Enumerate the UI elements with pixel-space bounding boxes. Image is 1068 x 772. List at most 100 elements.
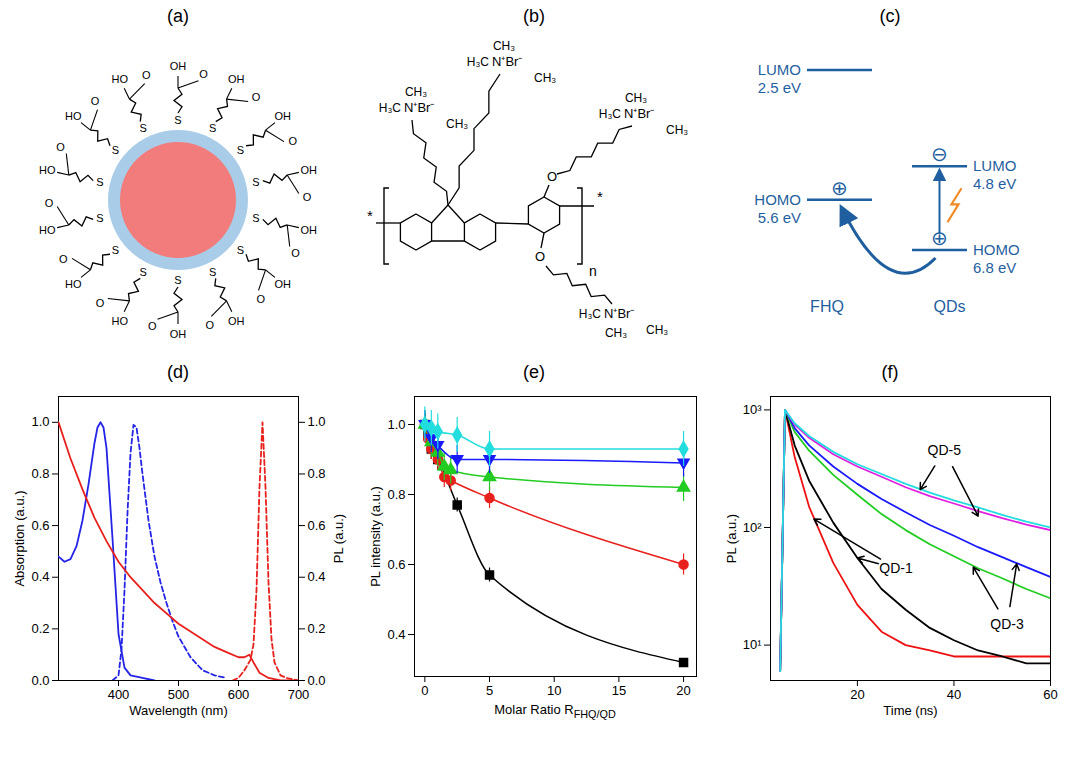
svg-text:(c): (c) <box>880 6 901 26</box>
svg-text:S: S <box>112 144 119 156</box>
svg-text:⊕: ⊕ <box>931 227 948 249</box>
svg-text:0.6: 0.6 <box>31 518 49 533</box>
svg-text:5.6 eV: 5.6 eV <box>758 209 801 226</box>
svg-text:10¹: 10¹ <box>743 637 762 652</box>
svg-text:O: O <box>96 297 105 309</box>
svg-text:0.8: 0.8 <box>308 466 326 481</box>
svg-text:0.8: 0.8 <box>31 466 49 481</box>
svg-text:QD-1: QD-1 <box>879 560 913 576</box>
svg-text:600: 600 <box>228 687 250 702</box>
svg-text:QDs: QDs <box>934 298 966 315</box>
svg-text:Wavelength (nm): Wavelength (nm) <box>129 703 228 718</box>
svg-text:⊖: ⊖ <box>931 143 948 165</box>
svg-text:O: O <box>45 197 54 209</box>
svg-text:PL intensity (a.u.): PL intensity (a.u.) <box>368 486 383 587</box>
svg-text:20: 20 <box>676 683 690 698</box>
svg-text:1.0: 1.0 <box>308 414 326 429</box>
svg-text:HO: HO <box>65 110 82 122</box>
svg-text:4.8 eV: 4.8 eV <box>973 175 1016 192</box>
svg-text:400: 400 <box>108 687 130 702</box>
svg-text:N⁺Br⁻: N⁺Br⁻ <box>624 106 654 121</box>
svg-text:S: S <box>96 212 103 224</box>
svg-text:O: O <box>59 253 68 265</box>
svg-text:HO: HO <box>39 224 56 236</box>
svg-text:O: O <box>199 68 208 80</box>
svg-text:0.2: 0.2 <box>31 621 49 636</box>
svg-text:40: 40 <box>947 687 961 702</box>
svg-text:Absorption (a.u.): Absorption (a.u.) <box>12 490 27 586</box>
svg-text:OH: OH <box>170 328 187 340</box>
svg-text:OH: OH <box>300 164 317 176</box>
svg-text:5: 5 <box>486 683 493 698</box>
svg-text:O: O <box>257 293 266 305</box>
svg-text:1.0: 1.0 <box>31 414 49 429</box>
svg-text:O: O <box>547 169 557 184</box>
svg-text:CH₃: CH₃ <box>405 85 427 99</box>
svg-text:20: 20 <box>850 687 864 702</box>
svg-text:500: 500 <box>168 687 190 702</box>
svg-text:700: 700 <box>288 687 310 702</box>
svg-text:*: * <box>367 207 373 224</box>
svg-text:O: O <box>289 135 298 147</box>
svg-text:2.5 eV: 2.5 eV <box>758 79 801 96</box>
svg-text:HOMO: HOMO <box>754 191 801 208</box>
svg-text:0.2: 0.2 <box>308 621 326 636</box>
svg-text:10: 10 <box>547 683 561 698</box>
svg-text:CH₃: CH₃ <box>666 123 688 137</box>
svg-text:QD-3: QD-3 <box>990 616 1024 632</box>
svg-text:FHQ: FHQ <box>810 298 844 315</box>
svg-text:15: 15 <box>612 683 626 698</box>
svg-text:0.4: 0.4 <box>31 569 49 584</box>
svg-text:H₃C: H₃C <box>467 55 490 69</box>
svg-text:10³: 10³ <box>743 402 762 417</box>
svg-text:S: S <box>96 176 103 188</box>
svg-text:(a): (a) <box>167 6 189 26</box>
svg-text:O: O <box>56 141 65 153</box>
svg-text:0.0: 0.0 <box>308 673 326 688</box>
svg-text:O: O <box>291 247 300 259</box>
svg-text:0.8: 0.8 <box>387 487 405 502</box>
svg-text:QD-5: QD-5 <box>928 442 962 458</box>
svg-text:O: O <box>91 95 100 107</box>
svg-text:S: S <box>174 274 181 286</box>
svg-text:CH₃: CH₃ <box>625 91 647 105</box>
svg-text:0.0: 0.0 <box>31 673 49 688</box>
svg-text:S: S <box>174 114 181 126</box>
svg-text:S: S <box>209 266 216 278</box>
svg-text:O: O <box>303 191 312 203</box>
svg-text:1.0: 1.0 <box>387 417 405 432</box>
svg-text:OH: OH <box>170 60 187 72</box>
svg-text:O: O <box>205 319 214 331</box>
svg-text:0.6: 0.6 <box>308 518 326 533</box>
svg-text:LUMO: LUMO <box>758 61 801 78</box>
svg-text:LUMO: LUMO <box>973 157 1016 174</box>
svg-text:10²: 10² <box>743 520 762 535</box>
svg-text:CH₃: CH₃ <box>534 71 556 85</box>
svg-text:0.4: 0.4 <box>308 569 326 584</box>
svg-text:n: n <box>589 263 597 279</box>
svg-text:S: S <box>112 244 119 256</box>
svg-text:CH₃: CH₃ <box>493 39 515 53</box>
svg-text:0.4: 0.4 <box>387 627 405 642</box>
svg-text:S: S <box>237 144 244 156</box>
svg-text:HO: HO <box>65 278 82 290</box>
svg-text:N⁺Br⁻: N⁺Br⁻ <box>492 54 522 69</box>
svg-text:OH: OH <box>228 315 245 327</box>
svg-text:H₃C: H₃C <box>599 107 622 121</box>
svg-text:(b): (b) <box>523 6 545 26</box>
svg-text:OH: OH <box>275 110 292 122</box>
svg-text:O: O <box>142 69 151 81</box>
svg-text:S: S <box>252 212 259 224</box>
svg-text:N⁺Br⁻: N⁺Br⁻ <box>404 100 434 115</box>
svg-text:*: * <box>597 188 603 205</box>
svg-text:HO: HO <box>112 315 129 327</box>
svg-text:S: S <box>252 176 259 188</box>
svg-text:Time (ns): Time (ns) <box>883 703 937 718</box>
svg-text:OH: OH <box>275 278 292 290</box>
svg-text:0: 0 <box>421 683 428 698</box>
svg-text:PL (a.u.): PL (a.u.) <box>331 514 346 563</box>
svg-text:S: S <box>237 244 244 256</box>
svg-text:CH₃: CH₃ <box>646 323 668 337</box>
svg-text:S: S <box>140 266 147 278</box>
svg-text:60: 60 <box>1043 687 1057 702</box>
